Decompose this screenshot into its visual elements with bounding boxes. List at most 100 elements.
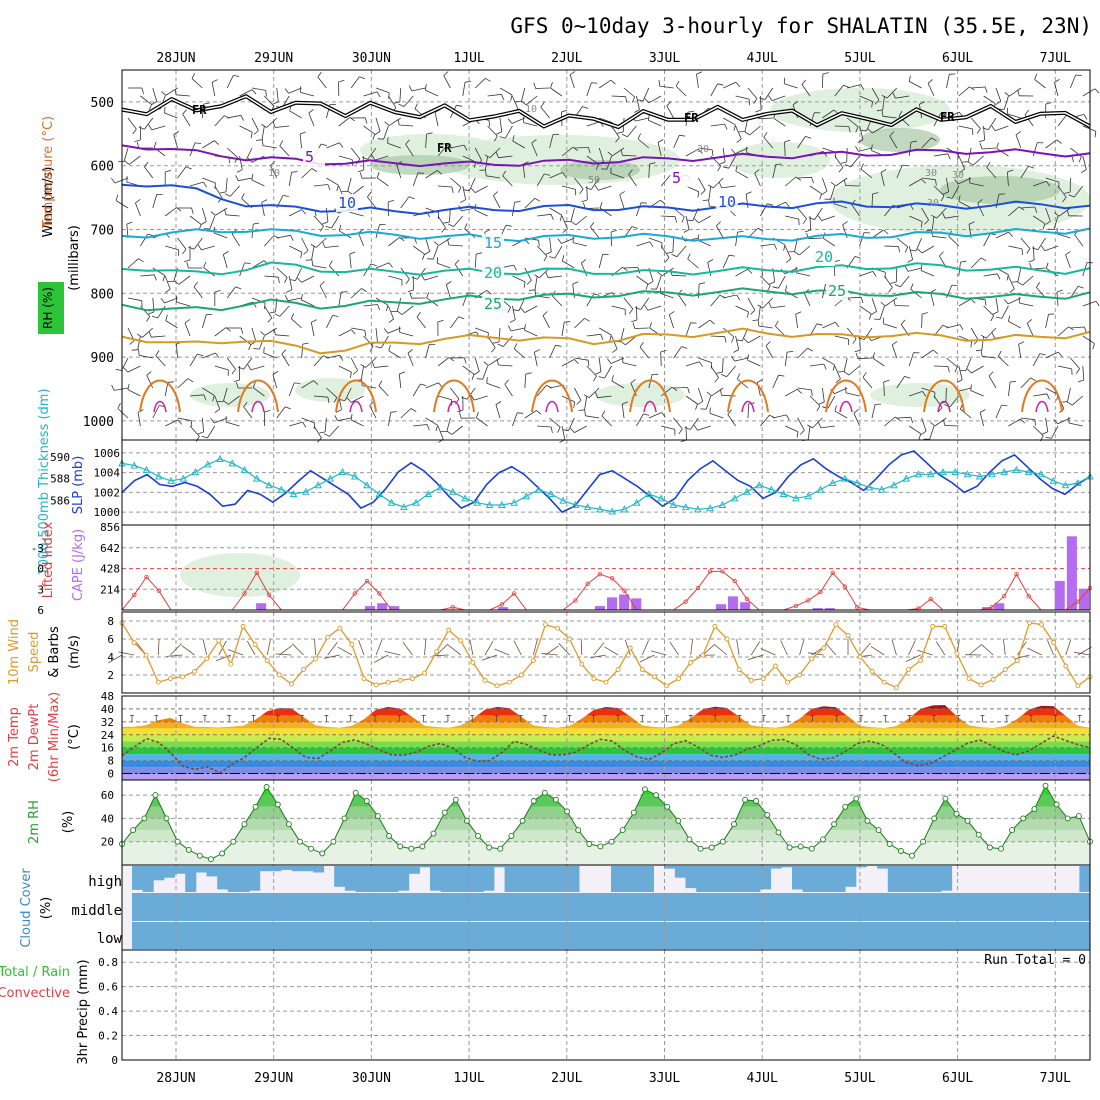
wind-barb — [1019, 302, 1034, 307]
wind-barb — [1070, 74, 1076, 89]
wind-barb — [647, 305, 662, 311]
isotherm-label-bg — [482, 295, 504, 313]
wind-barb — [272, 374, 278, 389]
wind10m-marker — [1051, 640, 1057, 646]
wind-barb — [1053, 419, 1059, 425]
wind-barb — [520, 307, 526, 313]
wind-barb — [898, 246, 901, 253]
wind-barb — [507, 325, 512, 332]
li-ylabel: Lifted Index — [41, 521, 56, 598]
wind10m-marker — [833, 622, 839, 628]
wind-barb — [880, 169, 887, 173]
wind-barb — [843, 371, 850, 376]
wind-barb — [1067, 387, 1071, 402]
wind10m-barb — [580, 638, 583, 656]
wind-barb — [233, 379, 240, 382]
wind-barb — [286, 289, 293, 293]
wind-barb — [151, 335, 166, 338]
cloud-high-bar — [909, 866, 921, 892]
wind-barb — [531, 139, 537, 144]
wind-barb — [822, 387, 825, 402]
wind10m-marker — [639, 667, 645, 673]
cloud-high-bar — [430, 866, 442, 891]
wind-barb — [448, 223, 454, 227]
wind-barb — [498, 327, 501, 343]
wind-barb — [485, 169, 487, 176]
wind-barb — [778, 374, 785, 377]
wind-barb — [197, 244, 202, 251]
wind-barb — [186, 262, 189, 269]
wind-barb — [718, 182, 723, 189]
isotherm-25 — [121, 287, 1091, 312]
wind-barb — [921, 387, 936, 393]
isotherm-label-bg — [303, 148, 325, 166]
wind-barb — [490, 347, 496, 353]
wind-barb — [544, 173, 551, 176]
wind-barb — [807, 424, 813, 429]
wind-barb — [151, 125, 166, 131]
wind-barb — [580, 262, 588, 277]
wind-barb — [386, 305, 389, 312]
wind-barb — [847, 84, 861, 89]
wind10m-marker — [676, 676, 682, 682]
wind-barb — [142, 327, 154, 338]
wind-barb — [195, 436, 200, 442]
wind-barb — [350, 357, 358, 371]
wind-barb — [768, 302, 772, 309]
wind-barb — [226, 286, 236, 299]
wind-barb — [533, 352, 538, 367]
wind-barb — [930, 421, 936, 427]
wind-barb — [659, 85, 674, 89]
wind-barb — [648, 119, 662, 127]
slp-tick-label: 1002 — [94, 486, 121, 499]
wind-barb — [590, 226, 600, 239]
thickness-marker — [743, 487, 751, 495]
wind-barb — [855, 352, 859, 359]
wind-barb — [412, 172, 419, 187]
wind-barb — [140, 305, 151, 317]
wind-barb — [664, 257, 670, 263]
thickness-marker — [216, 454, 224, 462]
wind-barb — [834, 155, 844, 168]
wind-barb — [441, 227, 446, 233]
wind-barb — [918, 433, 922, 440]
wind-barb — [797, 347, 808, 359]
wind-barb — [562, 429, 569, 432]
wind-barb — [1056, 233, 1071, 239]
rh-marker — [775, 829, 782, 836]
wind10m-ylabel-1: 10m Wind — [7, 619, 22, 685]
isotherm-label-bg — [670, 169, 692, 187]
wind-barb — [135, 202, 141, 217]
wind-barb — [896, 416, 911, 419]
cloud-high-bar — [451, 866, 463, 892]
wind-barb — [1020, 237, 1031, 249]
wind-barb — [818, 401, 825, 405]
wind10m-barb — [118, 651, 135, 656]
wind-barb — [300, 252, 303, 259]
wind10m-barb — [432, 654, 449, 657]
wind-barb — [329, 425, 340, 437]
wind-barb — [1081, 169, 1087, 173]
wind-barb — [996, 148, 1009, 157]
wind-barb — [487, 93, 502, 97]
wind-barb — [639, 346, 650, 359]
cape-ylabel: CAPE (J/kg) — [71, 529, 86, 601]
wind-barb — [1057, 351, 1063, 357]
wind-barb — [189, 425, 200, 437]
wind-barb — [685, 361, 700, 367]
wind-barb — [871, 404, 876, 419]
wind-barb — [958, 201, 972, 209]
cloud-high-bar — [642, 866, 654, 892]
wind-barb — [144, 117, 154, 130]
rh-contour-label: 30 — [952, 170, 964, 181]
lifted-index-marker — [732, 578, 737, 584]
wind-barb — [424, 275, 439, 281]
isotherm-40 — [153, 400, 167, 413]
thickness-marker — [890, 481, 898, 489]
wind-barb — [388, 262, 393, 268]
wind-barb — [214, 395, 221, 410]
wind-barb — [949, 395, 960, 408]
wind-barb — [141, 300, 143, 307]
wind-barb — [711, 149, 714, 156]
wind-barb — [562, 228, 568, 233]
